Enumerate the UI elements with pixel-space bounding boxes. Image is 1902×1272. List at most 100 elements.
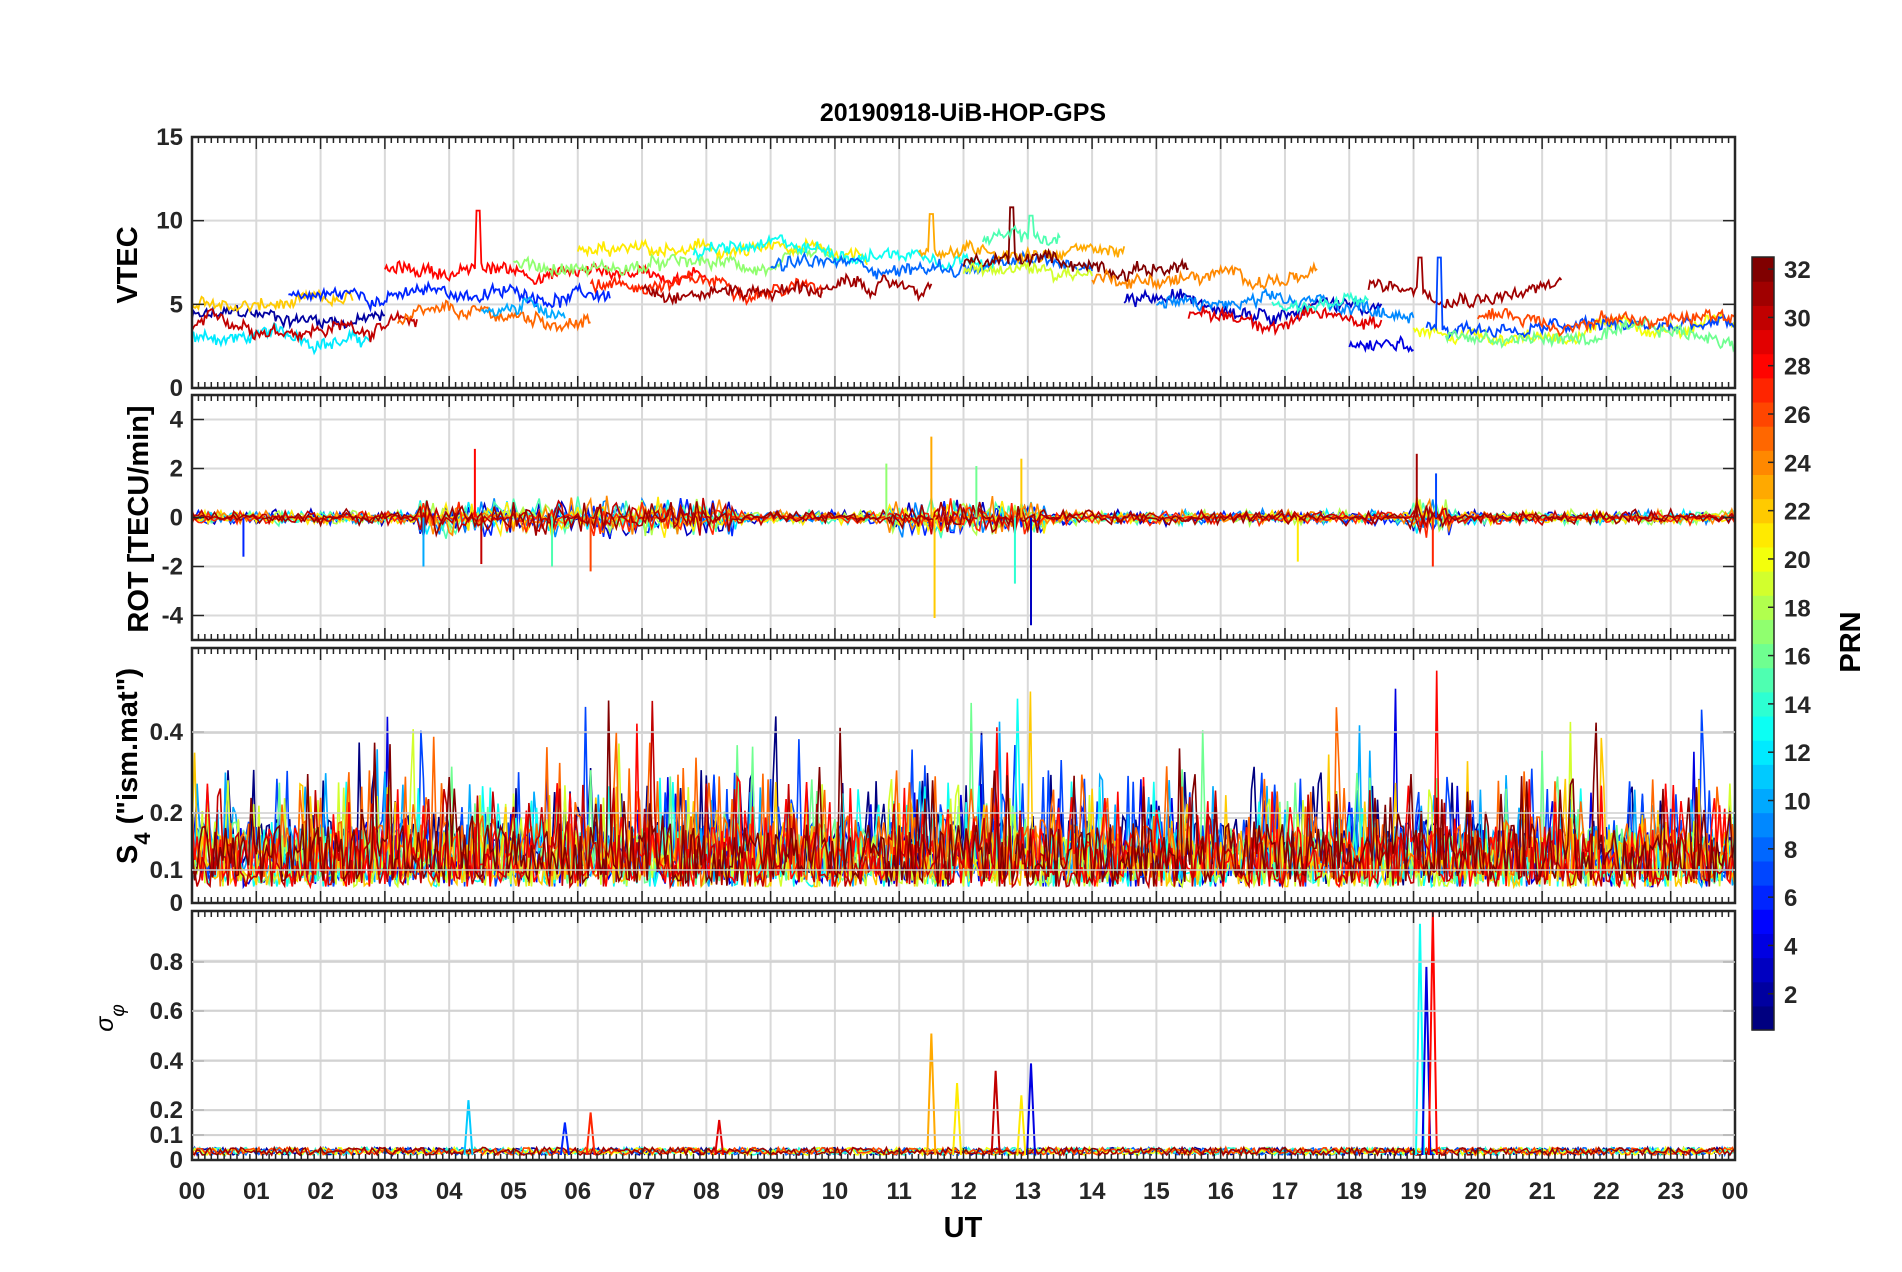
y-tick-label: 15: [156, 124, 183, 151]
colorbar-segment: [1752, 812, 1774, 838]
y-label-vtec: VTEC: [112, 226, 144, 303]
colorbar-segment: [1752, 860, 1774, 886]
vtec-series-prn-28: [384, 209, 708, 286]
sigma-spike: [585, 1112, 596, 1156]
panel-series-s4: [192, 670, 1735, 890]
colorbar-segment: [1752, 498, 1774, 524]
colorbar-tick-label: 16: [1784, 644, 1811, 671]
vtec-series-prn-12: [192, 322, 373, 356]
colorbar-segment: [1752, 305, 1774, 331]
colorbar-segment: [1752, 691, 1774, 717]
x-tick-label: 22: [1593, 1178, 1620, 1205]
vtec-series-prn-6: [288, 280, 611, 313]
x-tick-label: 06: [564, 1178, 591, 1205]
sigma-spike: [926, 1033, 937, 1156]
vtec-series-prn-31: [641, 272, 933, 306]
colorbar-segment: [1752, 981, 1774, 1007]
vtec-series-prn-14: [1271, 291, 1369, 314]
panel-series-vtec: [192, 206, 1735, 356]
sigma-spike: [990, 1070, 1001, 1156]
colorbar-tick-label: 22: [1784, 499, 1811, 526]
colorbar-tick-label: 26: [1784, 402, 1811, 429]
sigma-spike: [1414, 923, 1425, 1156]
sigma-spike: [1026, 1063, 1037, 1156]
y-label-s4: S4 ("ism.mat"): [112, 668, 155, 864]
colorbar-tick-label: 28: [1784, 354, 1811, 381]
panel-frame: [190, 393, 1737, 642]
colorbar-tick-label: 14: [1784, 692, 1811, 719]
x-tick-label: 21: [1529, 1178, 1556, 1205]
vtec-series-prn-16: [1444, 318, 1735, 353]
sigma-spike: [559, 1122, 570, 1156]
x-tick-label: 12: [950, 1178, 977, 1205]
colorbar-tick-label: 24: [1784, 450, 1811, 477]
panel-sigma: 00.10.2 0.4 0.6 0.8: [150, 909, 1737, 1174]
vtec-series-prn-26: [1477, 307, 1735, 337]
y-tick-label: 2: [170, 456, 183, 483]
vtec-series-prn-2: [192, 303, 386, 330]
panel-series-rot: [192, 436, 1735, 626]
colorbar-segment: [1752, 595, 1774, 620]
x-tick-label: 17: [1272, 1178, 1299, 1205]
vtec-series-prn-27: [589, 270, 823, 307]
colorbar-segment: [1752, 281, 1774, 306]
panel-frame: [190, 646, 1737, 905]
colorbar-tick-label: 18: [1784, 595, 1811, 622]
colorbar-segment: [1752, 715, 1774, 741]
colorbar-segment: [1752, 740, 1774, 765]
x-axis-label: UT: [944, 1212, 983, 1244]
colorbar-segment: [1752, 329, 1774, 355]
x-tick-label: 16: [1207, 1178, 1234, 1205]
x-tick-label: 09: [757, 1178, 784, 1205]
colorbar-segment: [1752, 836, 1774, 862]
colorbar-segment: [1752, 764, 1774, 790]
colorbar-segment: [1752, 377, 1774, 403]
y-tick-label: 0.1: [150, 857, 183, 884]
vtec-series-prn-9: [1156, 287, 1415, 324]
colorbar-tick-label: 30: [1784, 305, 1811, 332]
colorbar-segment: [1752, 933, 1774, 959]
rot-series-prn-18: [192, 498, 1735, 537]
colorbar-segment: [1752, 667, 1774, 693]
sigma-spike: [1427, 911, 1438, 1156]
colorbar-segment: [1752, 957, 1774, 983]
colorbar-tick-label: 10: [1784, 789, 1811, 816]
y-tick-label: 0.8: [150, 949, 183, 976]
y-tick-label: 10: [156, 208, 183, 235]
y-label-sigma: σφ: [91, 1004, 129, 1031]
vtec-series-prn-10: [480, 296, 566, 320]
panel-rot: -4 -2 0 2 4: [162, 393, 1737, 642]
y-tick-label: 0.2: [150, 800, 183, 827]
chart-title: 20190918-UiB-HOP-GPS: [820, 99, 1106, 127]
colorbar-segment: [1752, 426, 1774, 451]
panel-vtec: 0 5 10 15: [156, 124, 1737, 402]
s4-series-prn-32: [192, 700, 1735, 887]
x-tick-label: 18: [1336, 1178, 1363, 1205]
colorbar-tick-label: 2: [1784, 982, 1797, 1009]
colorbar-tick-label: 20: [1784, 547, 1811, 574]
colorbar-segment: [1752, 788, 1774, 814]
x-tick-label: 03: [372, 1178, 399, 1205]
vtec-series-prn-24: [1091, 261, 1318, 291]
colorbar-tick-label: 4: [1784, 933, 1798, 960]
colorbar-tick-label: 6: [1784, 885, 1797, 912]
colorbar-segment: [1752, 522, 1774, 548]
x-tick-label: 14: [1079, 1178, 1106, 1205]
x-tick-label: 19: [1400, 1178, 1427, 1205]
rot-series-prn-31: [192, 500, 1735, 538]
y-tick-label: -2: [162, 554, 183, 581]
x-tick-label: 01: [243, 1178, 270, 1205]
x-tick-label: 04: [436, 1178, 463, 1205]
colorbar-segment: [1752, 450, 1774, 476]
x-tick-label: 08: [693, 1178, 720, 1205]
x-axis-tick-labels: 00 01 02 03 04 05 06 07 08 09 10 11 12 13 14 15 16 17 18 19…: [179, 1178, 1749, 1205]
y-tick-label: 0: [170, 1147, 183, 1174]
x-tick-label: 07: [629, 1178, 656, 1205]
colorbar-segment: [1752, 353, 1774, 379]
y-tick-label: 0: [170, 890, 183, 917]
colorbar-segment: [1752, 643, 1774, 669]
colorbar-segment: [1752, 474, 1774, 500]
vtec-series-prn-19: [962, 260, 1093, 284]
x-tick-label: 10: [822, 1178, 849, 1205]
